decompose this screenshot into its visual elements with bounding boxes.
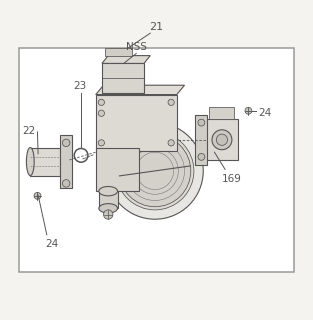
Circle shape [212,130,232,150]
Circle shape [168,99,174,106]
Bar [105,48,131,56]
Text: 24: 24 [258,108,271,118]
Polygon shape [96,85,185,95]
Circle shape [107,123,203,219]
Bar [30,148,60,176]
Circle shape [245,107,252,114]
Polygon shape [102,56,150,63]
Circle shape [98,110,105,116]
Ellipse shape [26,148,34,176]
Circle shape [98,140,105,146]
Circle shape [98,99,105,106]
Circle shape [62,180,70,187]
Bar [102,63,144,93]
Text: 21: 21 [149,22,164,32]
Bar [96,95,177,151]
Circle shape [116,132,194,210]
Circle shape [168,140,174,146]
Ellipse shape [99,204,118,213]
Bar [99,191,118,208]
Bar [19,48,294,272]
Text: NSS: NSS [126,43,147,52]
Bar [206,119,238,160]
Ellipse shape [99,187,118,196]
Text: 23: 23 [73,82,86,92]
Circle shape [198,154,205,160]
Bar [209,107,234,119]
Bar [60,135,72,188]
Circle shape [216,134,228,145]
Circle shape [104,210,113,219]
Bar [96,148,139,191]
Text: 169: 169 [222,174,242,184]
Circle shape [198,119,205,126]
Bar [195,115,207,165]
Text: 24: 24 [45,238,59,249]
Circle shape [34,192,41,199]
Bar [19,48,294,272]
Circle shape [62,139,70,147]
Circle shape [119,135,191,207]
Text: 22: 22 [23,126,36,136]
